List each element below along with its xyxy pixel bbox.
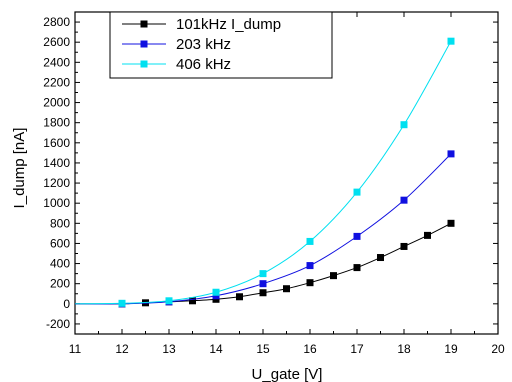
legend: 101kHz I_dump 203 kHz 406 kHz [109, 11, 333, 79]
legend-label: 406 kHz [176, 56, 231, 73]
y-tick-label: 1000 [43, 196, 70, 210]
y-tick-label: 600 [50, 236, 70, 250]
x-tick-label: 19 [444, 342, 458, 356]
y-tick-label: 1400 [43, 156, 70, 170]
x-tick-label: 18 [397, 342, 411, 356]
y-tick-label: 400 [50, 257, 70, 271]
data-point [236, 293, 243, 301]
series-2 [74, 37, 455, 307]
data-point [212, 288, 220, 296]
data-point [165, 297, 173, 305]
y-tick-label: 2800 [43, 15, 70, 29]
data-point [377, 254, 384, 262]
data-point [424, 231, 431, 239]
data-point [400, 121, 408, 129]
data-point [330, 272, 337, 280]
y-tick-label: 200 [50, 277, 70, 291]
legend-label: 203 kHz [176, 36, 231, 53]
y-tick-label: 2600 [43, 35, 70, 49]
x-tick-label: 12 [115, 342, 129, 356]
x-axis-title: U_gate [V] [252, 366, 323, 382]
x-tick-label: 14 [209, 342, 223, 356]
data-point [447, 219, 455, 227]
data-point [118, 299, 126, 307]
data-point [259, 280, 267, 288]
y-axis-title: I_dump [nA] [11, 128, 28, 209]
x-axis: 11 12 13 14 15 16 17 18 19 20 [69, 12, 505, 356]
data-point [259, 289, 267, 297]
data-point [259, 270, 267, 278]
data-point [283, 285, 290, 293]
data-point [400, 242, 408, 250]
y-tick-label: 2200 [43, 75, 70, 89]
y-tick-label: -200 [46, 317, 70, 331]
data-point [212, 292, 220, 300]
data-point [306, 279, 314, 287]
data-point [189, 297, 196, 305]
data-point [306, 237, 314, 245]
legend-marker [140, 40, 148, 48]
y-tick-label: 0 [63, 297, 70, 311]
y-tick-label: 2400 [43, 55, 70, 69]
series-1 [74, 150, 455, 308]
legend-label: 101kHz I_dump [176, 16, 281, 33]
data-point [353, 188, 361, 196]
y-tick-label: 1800 [43, 116, 70, 130]
y-tick-label: 800 [50, 216, 70, 230]
data-point [447, 37, 455, 45]
data-point [212, 295, 220, 303]
data-point [353, 264, 361, 272]
x-tick-label: 17 [350, 342, 364, 356]
data-point [306, 262, 314, 270]
y-tick-label: 1600 [43, 136, 70, 150]
series-line [74, 40, 452, 305]
x-tick-label: 16 [303, 342, 317, 356]
legend-marker [140, 60, 148, 68]
series-0 [74, 219, 455, 308]
y-axis: -200 0 200 400 600 800 1000 1200 1400 1600 1800 200… [43, 15, 498, 331]
x-tick-label: 15 [256, 342, 270, 356]
x-tick-label: 20 [491, 342, 505, 356]
series-layer [74, 37, 455, 308]
y-tick-label: 1200 [43, 176, 70, 190]
x-tick-label: 11 [69, 342, 82, 356]
x-tick-label: 13 [162, 342, 176, 356]
data-point [400, 196, 408, 204]
legend-marker [140, 20, 148, 28]
data-point [447, 150, 455, 158]
data-point [353, 232, 361, 240]
y-tick-label: 2000 [43, 96, 70, 110]
